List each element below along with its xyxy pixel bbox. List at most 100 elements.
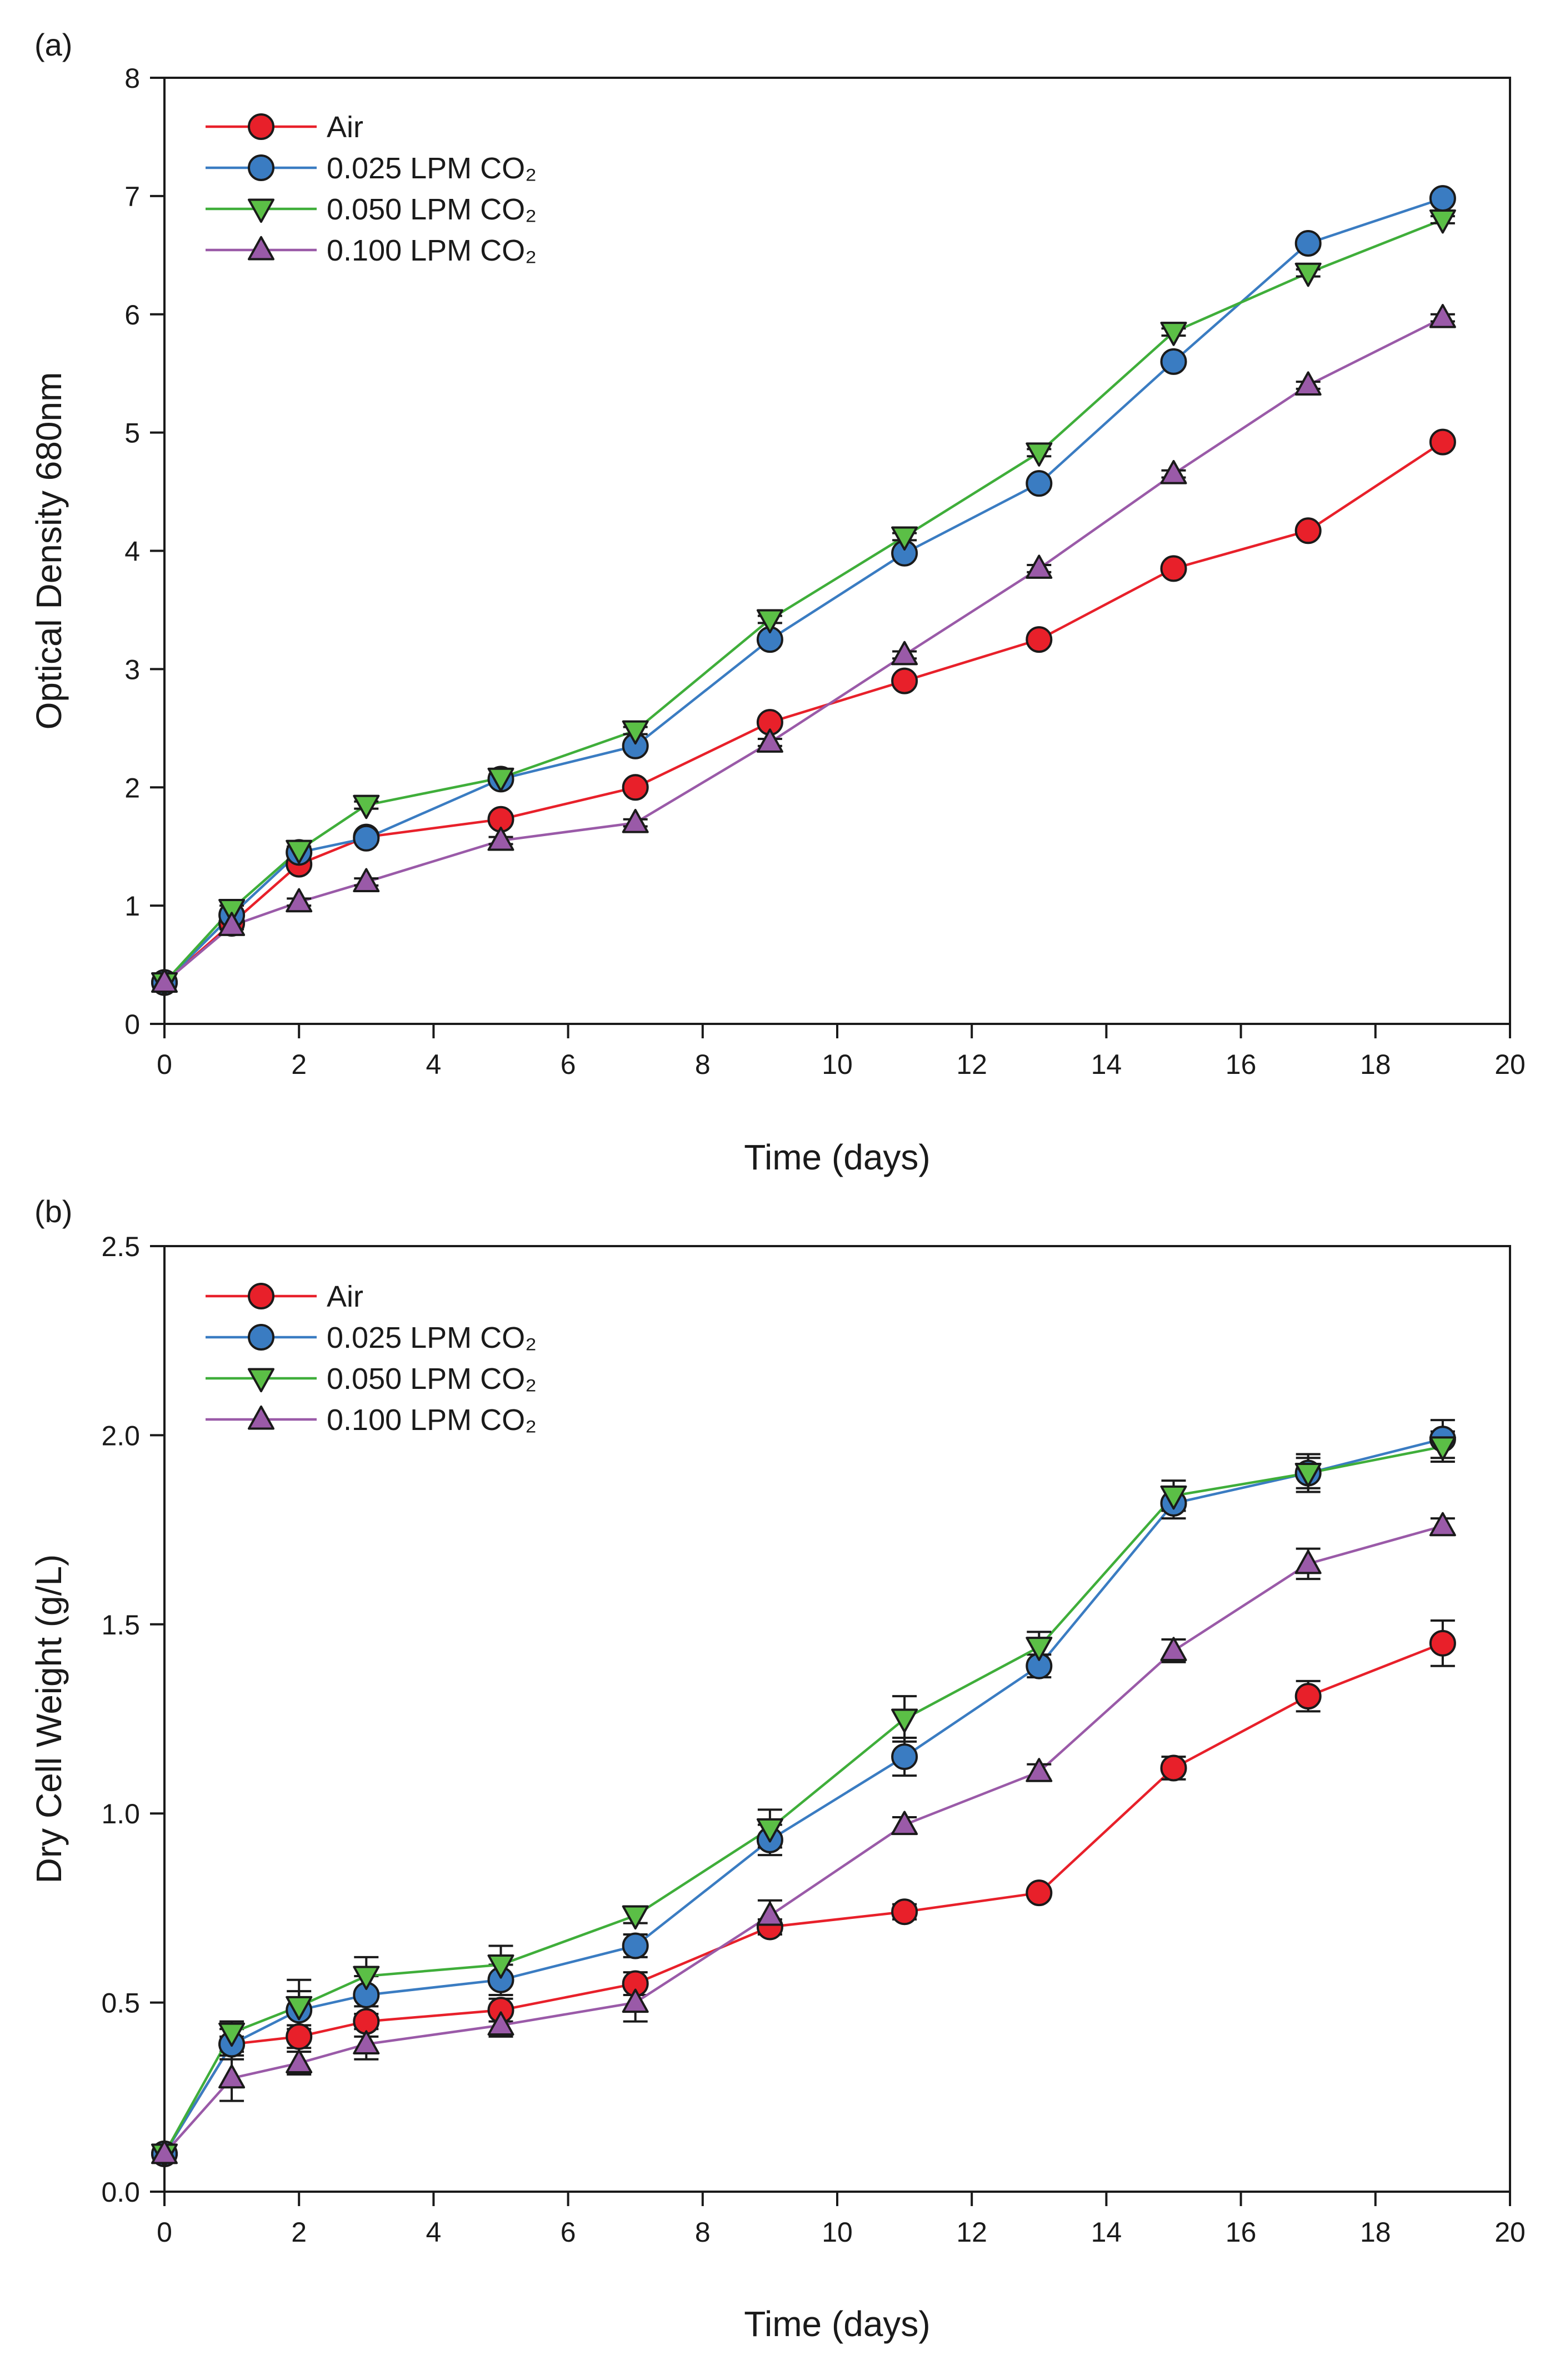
data-point <box>1429 428 1456 456</box>
data-point <box>353 2030 380 2054</box>
data-point <box>756 1901 783 1926</box>
data-point <box>1429 1629 1456 1657</box>
series-line <box>163 317 1443 984</box>
x-tick-label: 10 <box>822 2217 853 2248</box>
data-point <box>1026 626 1053 653</box>
legend-label: 0.100 LPM CO₂ <box>327 1403 537 1437</box>
series-3-markers <box>151 1436 1456 2168</box>
data-point <box>1160 460 1187 484</box>
series-2 <box>152 193 1455 986</box>
data-point <box>1160 322 1187 346</box>
data-point <box>353 824 380 852</box>
legend-item: 0.025 LPM CO₂ <box>206 1321 537 1354</box>
x-tick-label: 10 <box>822 1049 853 1080</box>
series-line <box>163 441 1444 984</box>
data-point <box>1429 185 1456 212</box>
data-point <box>1294 230 1322 257</box>
legend-item: 0.100 LPM CO₂ <box>206 234 537 267</box>
x-tick-label: 18 <box>1360 1049 1391 1080</box>
y-tick-label: 6 <box>124 299 140 331</box>
legend-item: 0.050 LPM CO₂ <box>206 1362 537 1396</box>
data-point <box>756 1818 783 1843</box>
data-point <box>1429 1436 1456 1461</box>
panel-label: (b) <box>34 1194 72 1229</box>
data-point <box>1429 1512 1456 1537</box>
legend-marker <box>248 1368 274 1393</box>
data-point <box>487 767 514 792</box>
y-tick-label: 4 <box>124 536 140 567</box>
data-point <box>286 2023 313 2050</box>
legend-label: 0.025 LPM CO₂ <box>327 1321 537 1354</box>
y-tick-label: 2.5 <box>101 1231 140 1262</box>
y-tick-label: 0.0 <box>101 2177 140 2208</box>
y-tick-label: 3 <box>124 654 140 685</box>
data-point <box>1026 442 1053 467</box>
x-tick-label: 4 <box>426 1049 441 1080</box>
series-4-markers <box>151 304 1456 993</box>
legend-marker <box>248 1324 274 1351</box>
data-point <box>353 868 380 893</box>
data-point <box>1294 1683 1322 1710</box>
x-axis: 0 2 4 6 8 10 12 14 16 18 20 <box>157 1024 1526 1080</box>
series-1-markers <box>151 1629 1456 2167</box>
series-line <box>163 1642 1443 2155</box>
data-point <box>622 809 649 833</box>
data-point <box>891 641 918 666</box>
data-point <box>218 899 246 923</box>
x-tick-label: 2 <box>291 1049 307 1080</box>
y-tick-label: 2.0 <box>101 1420 140 1451</box>
x-tick-label: 20 <box>1494 1049 1526 1080</box>
legend-label: 0.100 LPM CO₂ <box>327 234 537 267</box>
data-point <box>756 728 783 753</box>
y-tick-label: 5 <box>124 418 140 449</box>
series-4 <box>152 313 1455 986</box>
x-tick-label: 20 <box>1494 2217 1526 2248</box>
data-point <box>286 2049 313 2074</box>
data-point <box>1429 209 1456 234</box>
data-point <box>487 826 514 851</box>
data-point <box>622 774 649 801</box>
y-axis: 0.0 0.5 1.0 1.5 2.0 2.5 <box>101 1231 164 2208</box>
x-tick-label: 14 <box>1091 1049 1122 1080</box>
data-point <box>891 667 918 694</box>
series-3 <box>152 215 1455 986</box>
data-point <box>218 2064 246 2089</box>
legend-label: Air <box>327 1280 363 1313</box>
data-point <box>1294 371 1322 396</box>
data-point <box>1160 1637 1187 1661</box>
legend-marker <box>248 198 274 223</box>
data-point <box>1160 348 1187 375</box>
data-point <box>151 2139 178 2164</box>
data-point <box>353 794 380 819</box>
legend-marker <box>248 236 274 261</box>
y-tick-label: 1 <box>124 891 140 922</box>
y-tick-label: 8 <box>124 63 140 94</box>
data-point <box>353 1966 380 1991</box>
legend-label: 0.050 LPM CO₂ <box>327 1362 537 1396</box>
x-tick-label: 12 <box>956 1049 987 1080</box>
data-point <box>487 1954 514 1979</box>
legend-item: 0.025 LPM CO₂ <box>206 152 537 185</box>
legend-item: 0.050 LPM CO₂ <box>206 193 537 226</box>
data-point <box>622 1932 649 1959</box>
data-point <box>1294 517 1322 544</box>
data-point <box>622 1988 649 2013</box>
panel-b: (b) 0 2 4 6 8 10 12 14 16 18 20 0.0 0.5 1.0 1.5 2.0 2.5 Ti… <box>29 1194 1526 2344</box>
data-point <box>1026 554 1053 579</box>
y-tick-label: 1.5 <box>101 1609 140 1641</box>
data-point <box>286 839 313 864</box>
series-2 <box>152 1419 1455 2159</box>
data-point <box>891 1743 918 1771</box>
data-point <box>487 2011 514 2036</box>
y-tick-label: 1.0 <box>101 1798 140 1829</box>
legend: Air 0.025 LPM CO₂ 0.050 LPM CO₂ 0.100 LPM C… <box>206 1280 537 1437</box>
y-tick-label: 0.5 <box>101 1988 140 2019</box>
legend-marker <box>248 154 274 181</box>
data-point <box>1160 1754 1187 1782</box>
data-point <box>891 1898 918 1926</box>
x-tick-label: 8 <box>695 1049 711 1080</box>
y-axis-title: Dry Cell Weight (g/L) <box>29 1554 69 1884</box>
y-axis: 0 1 2 3 4 5 6 7 8 <box>124 63 164 1040</box>
series-1 <box>152 437 1455 986</box>
